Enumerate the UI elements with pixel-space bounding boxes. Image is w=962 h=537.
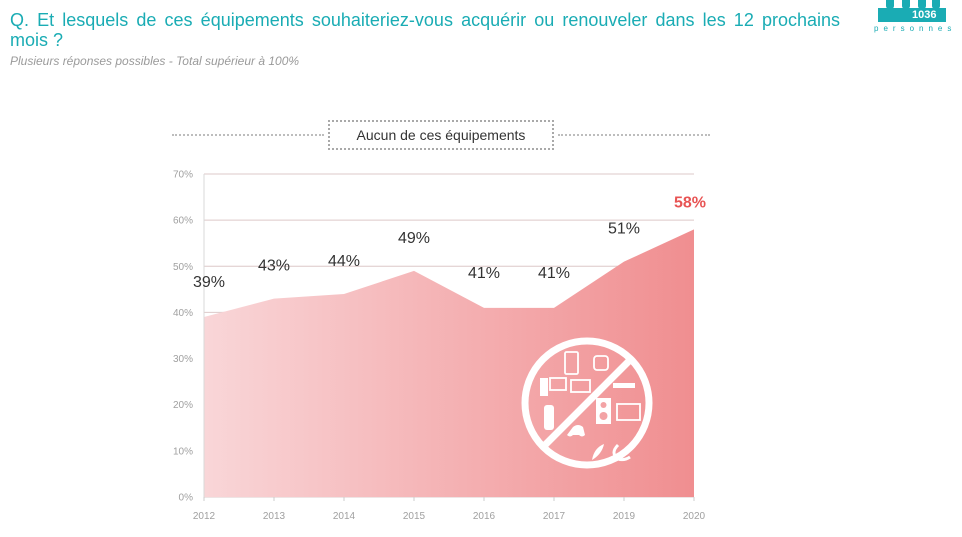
y-tick-label: 60%	[173, 216, 193, 227]
x-tick-label: 2013	[263, 511, 286, 522]
series-legend: Aucun de ces équipements	[328, 120, 554, 150]
question-title: Q. Et lesquels de ces équipements souhai…	[10, 10, 840, 50]
x-tick-label: 2012	[193, 511, 216, 522]
data-label: 41%	[468, 265, 500, 282]
no-devices-icon	[521, 337, 653, 469]
y-tick-label: 40%	[173, 308, 193, 319]
data-label: 39%	[193, 274, 225, 291]
question-subtitle: Plusieurs réponses possibles - Total sup…	[10, 54, 300, 68]
respondents-badge: 1036 personnes	[866, 0, 962, 40]
person-icon	[918, 0, 926, 9]
data-label: 41%	[538, 265, 570, 282]
smartwatch-icon	[593, 355, 609, 371]
laptop-icon	[570, 379, 591, 393]
desktop-tower-icon	[540, 378, 548, 396]
legend-divider-right	[558, 134, 710, 136]
telephone-icon	[612, 443, 631, 462]
y-tick-label: 70%	[173, 170, 193, 181]
x-tick-label: 2020	[683, 511, 706, 522]
gamepad-icon	[567, 425, 585, 437]
feather-icon	[592, 444, 604, 460]
x-tick-label: 2015	[403, 511, 426, 522]
phone-handset-icon	[544, 405, 554, 430]
badge-bar	[878, 8, 946, 22]
data-label: 43%	[258, 258, 290, 275]
x-tick-label: 2017	[543, 511, 566, 522]
speaker-icon	[596, 398, 611, 424]
person-icon	[932, 0, 940, 9]
set-top-box-icon	[613, 383, 635, 388]
legend-divider-left	[172, 134, 324, 136]
smartphone-icon	[564, 351, 579, 375]
data-label: 49%	[398, 230, 430, 247]
x-tick-label: 2016	[473, 511, 496, 522]
y-tick-label: 50%	[173, 262, 193, 273]
y-tick-label: 30%	[173, 354, 193, 365]
y-tick-label: 0%	[179, 493, 194, 504]
data-label: 51%	[608, 221, 640, 238]
data-label: 58%	[674, 194, 706, 211]
x-tick-label: 2019	[613, 511, 636, 522]
tv-icon	[616, 403, 641, 421]
respondents-label: personnes	[874, 24, 957, 33]
respondents-count: 1036	[912, 9, 937, 21]
y-tick-label: 20%	[173, 400, 193, 411]
person-icon	[886, 0, 894, 9]
monitor-icon	[549, 377, 567, 391]
x-tick-label: 2014	[333, 511, 356, 522]
y-tick-label: 10%	[173, 446, 193, 457]
data-label: 44%	[328, 253, 360, 270]
person-icon	[902, 0, 910, 9]
